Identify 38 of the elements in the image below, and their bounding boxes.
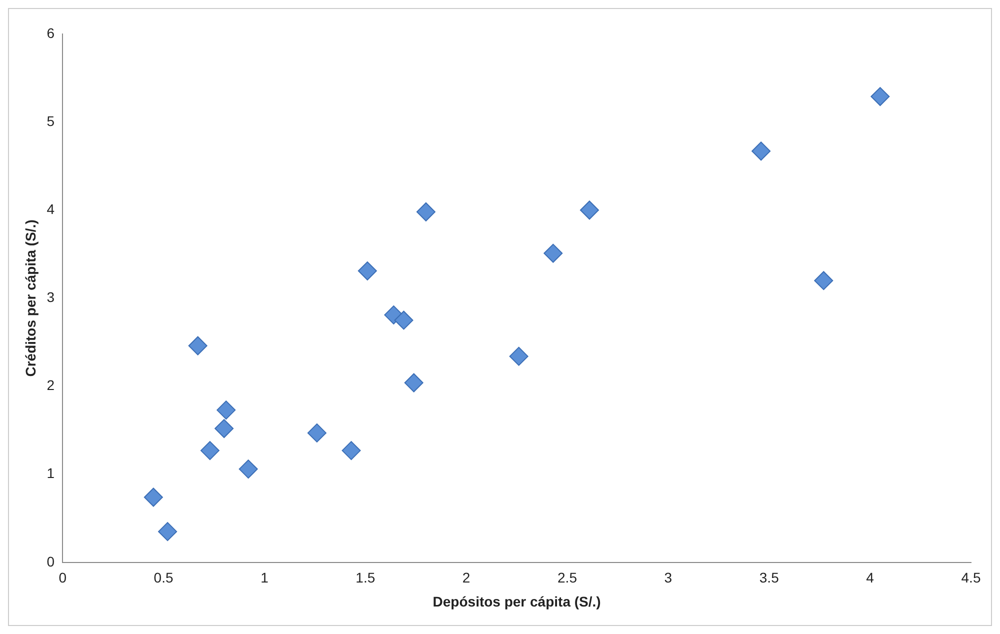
point (394, 310, 414, 330)
y-tick-label: 3 (46, 289, 55, 306)
x-tick-label: 3 (664, 570, 672, 586)
y-tick-label: 4 (46, 200, 55, 217)
point (870, 87, 890, 106)
y-axis-title: Créditos per cápita (S/.) (22, 220, 38, 377)
point (404, 373, 424, 392)
point (238, 460, 258, 479)
x-tick-label: 2.5 (558, 570, 578, 586)
y-tick-label: 2 (46, 377, 55, 394)
point (416, 202, 436, 222)
y-tick-label: 6 (46, 24, 55, 41)
point (509, 346, 528, 366)
x-tick-label: 4.5 (961, 570, 981, 586)
point (216, 400, 236, 420)
y-tick-label: 1 (46, 465, 55, 482)
y-tick-label: 0 (46, 553, 55, 570)
point (580, 200, 599, 220)
point (342, 441, 361, 460)
point (307, 423, 326, 442)
x-tick-label: 2 (462, 570, 470, 586)
point (158, 522, 178, 542)
point (814, 271, 834, 290)
point (144, 488, 163, 507)
x-tick-label: 1.5 (356, 570, 376, 586)
point (214, 419, 234, 438)
point (188, 336, 208, 356)
point (358, 261, 377, 280)
x-tick-label: 3.5 (759, 570, 780, 586)
point (752, 142, 771, 161)
x-axis-title: Depósitos per cápita (S/.) (432, 593, 601, 610)
x-tick-label: 4 (866, 570, 874, 586)
x-tick-label: 1 (260, 570, 269, 586)
x-tick-label: 0 (58, 570, 67, 586)
y-tick-label: 5 (46, 112, 55, 129)
x-tick-label: 0.5 (154, 570, 174, 586)
point (200, 441, 220, 460)
point (544, 244, 563, 263)
